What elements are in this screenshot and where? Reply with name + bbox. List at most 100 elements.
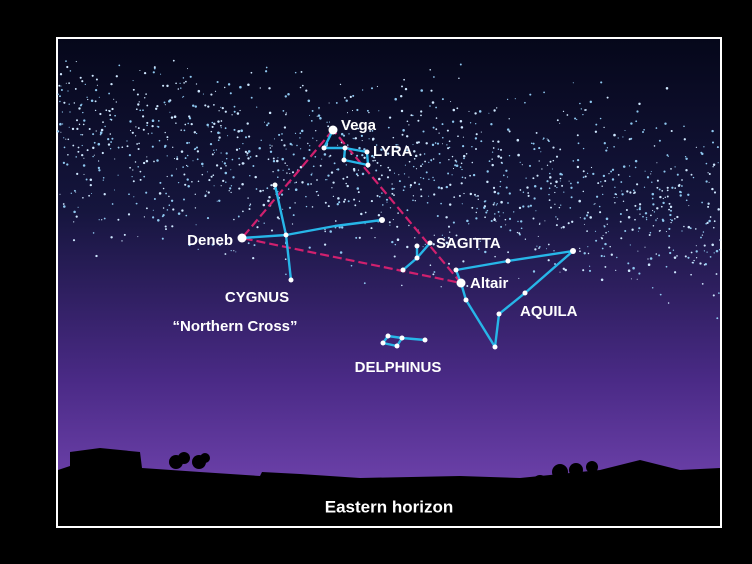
star	[389, 169, 391, 171]
star	[375, 170, 377, 172]
star	[350, 96, 352, 98]
star	[554, 185, 556, 187]
star	[87, 99, 88, 100]
star	[578, 142, 580, 144]
star	[534, 185, 537, 188]
star	[270, 184, 272, 186]
star	[76, 215, 78, 217]
star	[494, 202, 496, 204]
star	[108, 93, 110, 95]
star	[600, 181, 601, 182]
star	[389, 221, 391, 223]
star	[387, 176, 389, 178]
star	[284, 126, 286, 128]
star	[162, 238, 164, 240]
star	[217, 120, 219, 122]
star	[497, 192, 499, 194]
star	[198, 90, 201, 93]
star	[388, 127, 390, 129]
star	[110, 236, 112, 238]
star	[559, 173, 562, 176]
star	[365, 212, 367, 214]
star	[533, 197, 535, 199]
star	[389, 225, 390, 226]
star	[654, 145, 656, 147]
star	[171, 175, 173, 177]
star	[206, 124, 209, 127]
star	[73, 211, 76, 214]
star	[420, 89, 423, 92]
star	[426, 171, 428, 173]
star	[372, 160, 374, 162]
star	[213, 123, 215, 125]
star	[87, 149, 89, 151]
star	[132, 169, 133, 170]
star	[178, 182, 179, 183]
star	[337, 197, 340, 200]
star	[314, 156, 316, 158]
star	[340, 84, 341, 85]
star	[670, 222, 671, 223]
star	[688, 205, 689, 206]
star	[700, 237, 702, 239]
star	[152, 216, 154, 218]
star	[432, 273, 434, 275]
star	[667, 196, 669, 198]
star	[246, 154, 247, 155]
star	[91, 193, 92, 194]
star	[334, 162, 336, 164]
star	[104, 218, 106, 220]
star	[181, 150, 184, 153]
star	[183, 77, 185, 79]
star	[116, 101, 117, 102]
star	[358, 170, 359, 171]
star	[414, 237, 415, 238]
star	[407, 120, 409, 122]
star	[601, 255, 603, 257]
star	[448, 263, 450, 265]
star	[639, 206, 641, 208]
star	[281, 133, 283, 135]
star	[221, 185, 222, 186]
star	[659, 196, 661, 198]
star	[685, 156, 686, 157]
star	[266, 67, 268, 69]
star	[646, 219, 647, 220]
star	[476, 208, 477, 209]
star	[226, 158, 227, 159]
star	[188, 142, 190, 144]
star	[137, 236, 138, 237]
star	[378, 178, 381, 181]
star	[560, 178, 562, 180]
star	[695, 228, 697, 230]
star	[573, 82, 574, 83]
star	[463, 137, 464, 138]
star	[621, 190, 622, 191]
star	[538, 236, 539, 237]
star	[255, 155, 257, 157]
star	[77, 151, 79, 153]
star	[696, 250, 698, 252]
star	[586, 230, 588, 232]
star	[98, 169, 100, 171]
star	[686, 199, 688, 201]
star	[318, 114, 321, 117]
star	[423, 246, 424, 247]
star	[88, 195, 90, 197]
star	[356, 155, 358, 157]
star	[434, 235, 435, 236]
footer-caption: Eastern horizon	[325, 497, 453, 516]
star	[405, 88, 407, 90]
star	[683, 126, 685, 128]
star	[287, 93, 290, 96]
star	[439, 162, 441, 164]
star	[519, 207, 521, 209]
star	[669, 214, 671, 216]
star	[224, 253, 226, 255]
star	[613, 146, 615, 148]
star	[69, 111, 70, 112]
star	[614, 197, 615, 198]
star	[461, 126, 464, 128]
star	[207, 105, 209, 107]
star	[570, 183, 572, 185]
